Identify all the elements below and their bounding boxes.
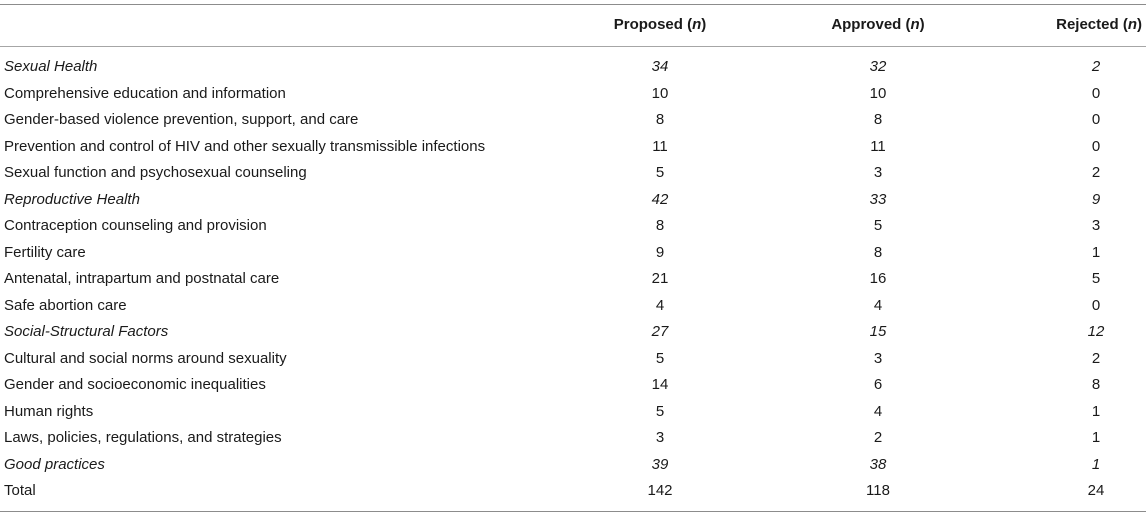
rejected-cell: 9 [1091,190,1101,208]
row-label: Sexual function and psychosexual counsel… [4,164,307,181]
row-label: Gender and socioeconomic inequalities [4,376,266,393]
approved-cell: 3 [873,349,883,367]
category-row: Sexual Health 34 32 2 [0,54,1146,81]
table-row: Safe abortion care 4 4 0 [0,293,1146,320]
proposed-cell: 27 [651,323,669,340]
rejected-cell: 3 [1091,217,1101,234]
category-row: Good practices 39 38 1 [0,452,1146,479]
rejected-cell: 1 [1091,243,1101,261]
proposed-cell: 21 [651,270,669,287]
approved-cell: 3 [873,164,883,181]
table-row: Gender-based violence prevention, suppor… [0,107,1146,134]
row-label: Prevention and control of HIV and other … [4,137,486,155]
rejected-cell: 0 [1091,111,1101,128]
table-row: Cultural and social norms around sexuali… [0,346,1146,373]
row-label: Comprehensive education and information [4,84,286,102]
approved-cell: 4 [873,402,883,420]
table-row: Prevention and control of HIV and other … [0,134,1146,161]
proposed-cell: 11 [652,137,668,155]
rejected-cell: 1 [1091,429,1101,446]
header-proposed: Proposed (n) [613,16,707,33]
approved-cell: 33 [869,190,887,208]
row-label: Antenatal, intrapartum and postnatal car… [4,270,280,287]
table-top-rule [0,4,1146,5]
row-label: Laws, policies, regulations, and strateg… [4,429,282,446]
approved-cell: 38 [869,455,887,473]
table-row: Fertility care 9 8 1 [0,240,1146,267]
rejected-cell: 2 [1091,164,1101,181]
rejected-cell: 1 [1091,455,1101,473]
rejected-cell: 2 [1091,349,1101,367]
row-label: Cultural and social norms around sexuali… [4,349,287,367]
table-row: Contraception counseling and provision 8 5… [0,213,1146,240]
proposed-cell: 8 [655,217,665,234]
proposed-cell: 8 [655,111,665,128]
proposed-cell: 42 [651,190,669,208]
proposed-cell: 142 [647,482,673,499]
table-header-rule [0,46,1146,47]
row-label: Fertility care [4,243,86,261]
row-label: Social-Structural Factors [4,323,169,340]
approved-cell: 8 [873,111,883,128]
table-row: Human rights 5 4 1 [0,399,1146,426]
rejected-cell: 8 [1091,376,1101,393]
proposed-cell: 3 [655,429,665,446]
row-label: Good practices [4,455,105,473]
row-label: Human rights [4,402,94,420]
category-row: Reproductive Health 42 33 9 [0,187,1146,214]
proposed-cell: 34 [651,58,669,75]
approved-cell: 10 [869,84,887,102]
approved-cell: 5 [873,217,883,234]
row-label: Safe abortion care [4,296,127,314]
row-label: Gender-based violence prevention, suppor… [4,111,359,128]
table-row: Comprehensive education and information 1… [0,81,1146,108]
header-approved: Approved (n) [831,16,925,33]
rejected-cell: 12 [1087,323,1105,340]
approved-cell: 15 [869,323,887,340]
table-row: Gender and socioeconomic inequalities 14 6… [0,372,1146,399]
proposed-cell: 5 [655,349,665,367]
approved-cell: 2 [873,429,883,446]
approved-cell: 118 [866,482,890,499]
category-row: Social-Structural Factors 27 15 12 [0,319,1146,346]
table-header: Proposed (n) Approved (n) Rejected (n) [0,4,1146,46]
proposed-cell: 5 [655,402,665,420]
approved-cell: 6 [873,376,883,393]
approved-cell: 8 [873,243,883,261]
header-rejected: Rejected (n) [1056,16,1142,33]
proposed-cell: 9 [655,243,665,261]
proposed-cell: 5 [655,164,665,181]
table-row: Total 142 118 24 [0,478,1146,505]
proposed-cell: 4 [655,296,665,314]
approved-cell: 32 [869,58,887,75]
table-bottom-rule [0,511,1146,512]
table-body: Sexual Health 34 32 2 Comprehensive educatio… [0,54,1146,505]
row-label: Reproductive Health [4,190,140,208]
approved-cell: 16 [869,270,887,287]
proposed-cell: 39 [651,455,669,473]
rejected-cell: 0 [1091,84,1101,102]
row-label: Total [4,482,36,499]
proposed-cell: 14 [651,376,669,393]
table-row: Antenatal, intrapartum and postnatal car… [0,266,1146,293]
rejected-cell: 5 [1091,270,1101,287]
rejected-cell: 1 [1091,402,1101,420]
rejected-cell: 0 [1091,137,1101,155]
approved-cell: 4 [873,296,883,314]
table-row: Laws, policies, regulations, and strateg… [0,425,1146,452]
rejected-cell: 0 [1091,296,1101,314]
rejected-cell: 2 [1091,58,1101,75]
rejected-cell: 24 [1087,482,1105,499]
row-label: Contraception counseling and provision [4,217,267,234]
row-label: Sexual Health [4,58,98,75]
approved-cell: 11 [870,137,886,155]
table-row: Sexual function and psychosexual counsel… [0,160,1146,187]
proposed-cell: 10 [651,84,669,102]
